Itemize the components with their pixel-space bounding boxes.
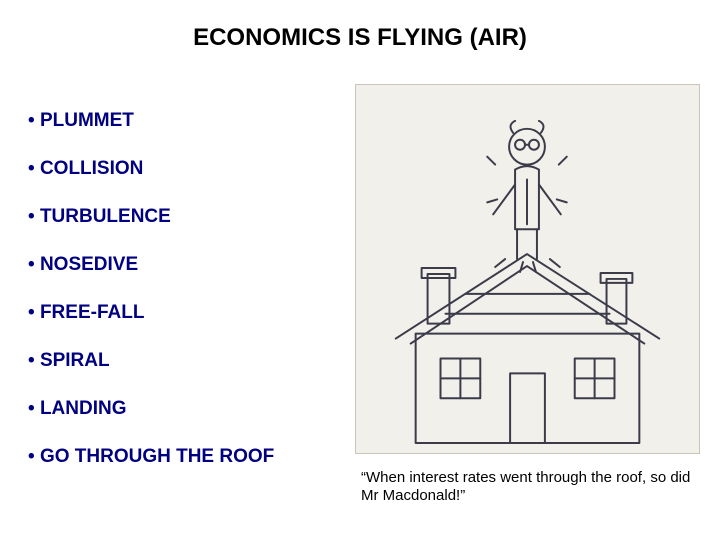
slide: ECONOMICS IS FLYING (AIR) PLUMMET COLLIS… [0, 0, 720, 540]
illustration [355, 84, 700, 454]
slide-title: ECONOMICS IS FLYING (AIR) [0, 24, 720, 52]
list-item: LANDING [28, 398, 274, 420]
list-item: SPIRAL [28, 350, 274, 372]
list-item: COLLISION [28, 158, 274, 180]
list-item: GO THROUGH THE ROOF [28, 446, 274, 468]
house-cartoon-icon [356, 85, 699, 453]
list-item: TURBULENCE [28, 206, 274, 228]
list-item: FREE-FALL [28, 302, 274, 324]
caption: “When interest rates went through the ro… [355, 465, 700, 511]
list-item: NOSEDIVE [28, 254, 274, 276]
list-item: PLUMMET [28, 110, 274, 132]
bullet-list: PLUMMET COLLISION TURBULENCE NOSEDIVE FR… [28, 110, 274, 494]
